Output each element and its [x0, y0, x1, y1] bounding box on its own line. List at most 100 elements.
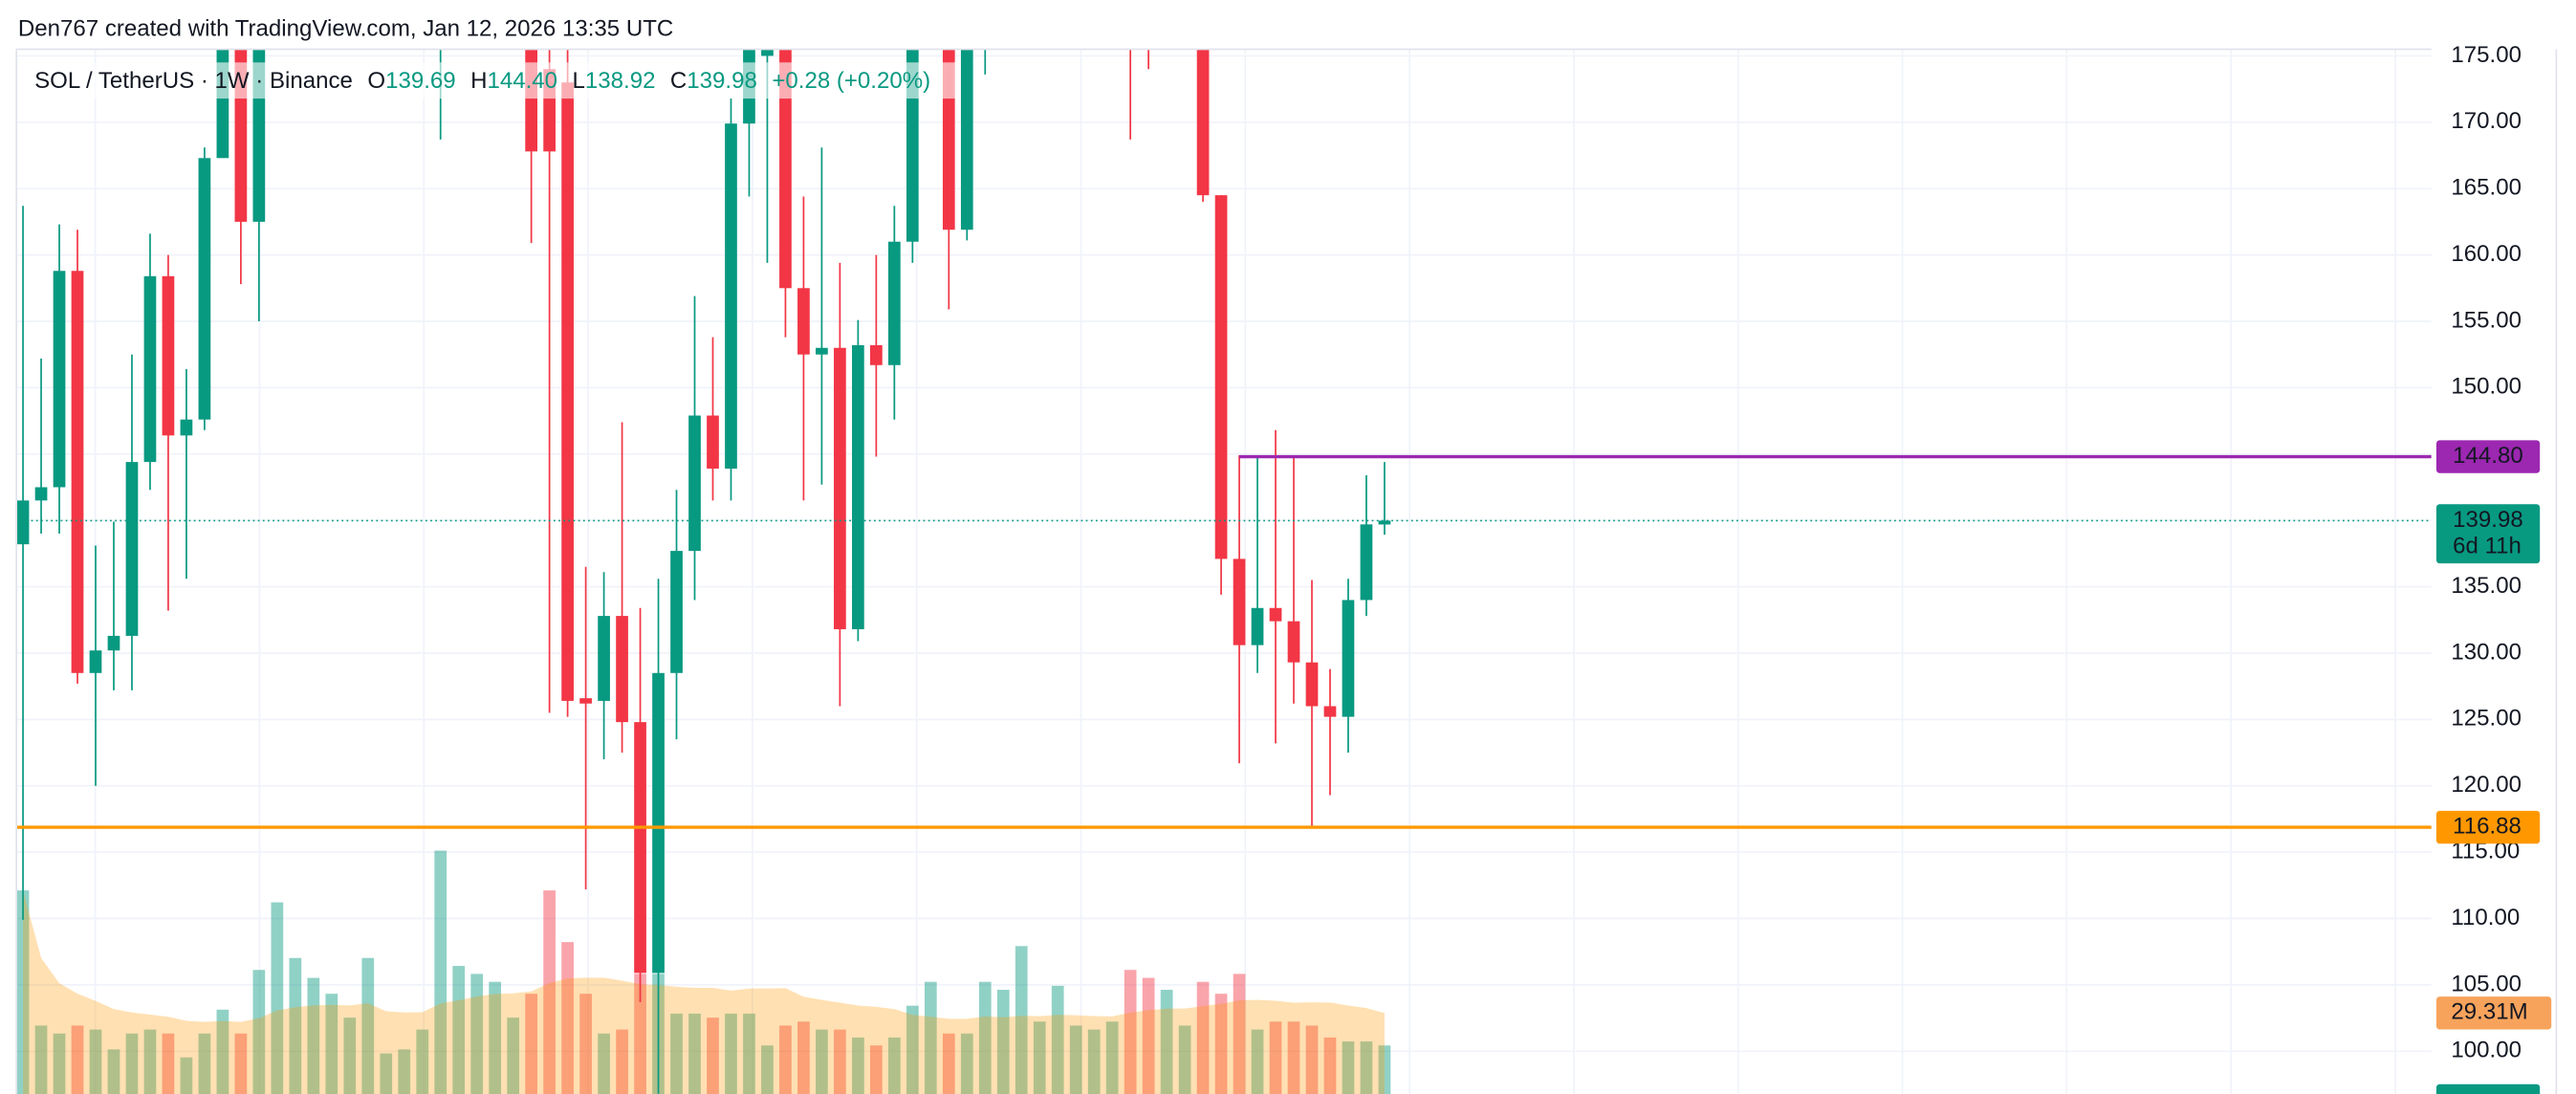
volume-bar — [416, 1029, 429, 1094]
volume-bar — [779, 1025, 792, 1094]
change: +0.28 (+0.20%) — [772, 68, 930, 94]
volume-bar — [1305, 1025, 1319, 1094]
volume-bar — [1342, 1041, 1355, 1094]
volume-bar — [234, 1033, 248, 1094]
volume-bar — [688, 1013, 701, 1094]
candle-body — [1360, 524, 1373, 601]
y-tick-label: 170.00 — [2451, 108, 2521, 134]
volume-bar — [507, 1017, 520, 1094]
candle-body — [1196, 49, 1210, 196]
candle-body — [869, 344, 883, 365]
o-label: O — [367, 68, 385, 94]
h-label: H — [470, 68, 487, 94]
candle-body — [688, 415, 701, 552]
volume-bar — [924, 981, 937, 1094]
volume-bar — [906, 1005, 919, 1094]
candle-body — [634, 722, 646, 974]
volume-ma-area — [23, 890, 1385, 1094]
level-label: 116.88 — [2453, 813, 2521, 839]
volume-bar — [1214, 994, 1228, 1094]
volume-bar — [143, 1029, 157, 1094]
candle-body — [107, 635, 120, 651]
volume-bar — [743, 1013, 755, 1094]
candle-body — [1378, 520, 1391, 525]
candle-body — [1305, 662, 1319, 707]
volume-bar — [1196, 981, 1210, 1094]
candle-body — [852, 344, 864, 629]
candle-body — [960, 49, 973, 230]
volume-bar — [834, 1029, 846, 1094]
candle-body — [561, 82, 574, 701]
candle-body — [71, 271, 84, 673]
y-tick-label: 130.00 — [2451, 639, 2521, 665]
volume-bar — [107, 1049, 120, 1094]
symbol: SOL / TetherUS · 1W · Binance — [34, 68, 353, 94]
volume-bar — [1087, 1029, 1101, 1094]
volume-bar — [380, 1053, 393, 1094]
volume-bar — [670, 1013, 683, 1094]
level-label: 144.80 — [2453, 443, 2523, 469]
y-tick-label: 135.00 — [2451, 573, 2521, 599]
volume-bar — [616, 1029, 628, 1094]
h-value: 144.40 — [487, 68, 557, 94]
volume-bar — [978, 981, 992, 1094]
volume-bar — [71, 1025, 84, 1094]
volume-bar — [852, 1037, 864, 1094]
l-value: 138.92 — [585, 68, 656, 94]
volume-bar — [89, 1029, 102, 1094]
level-badge — [2435, 810, 2541, 844]
volume-bar — [325, 994, 338, 1094]
volume-bar — [180, 1057, 193, 1094]
y-tick-label: 100.00 — [2451, 1038, 2521, 1063]
y-tick-label: 175.00 — [2451, 42, 2521, 68]
volume-bar — [271, 902, 284, 1094]
candle-body — [162, 275, 175, 436]
countdown-label: 6d 11h — [2453, 533, 2521, 558]
candle-body — [579, 698, 592, 704]
plot-area — [16, 49, 2432, 1094]
candle-body — [779, 49, 792, 289]
volume-bar — [53, 1033, 66, 1094]
volume-bar — [543, 890, 556, 1094]
volume-bar — [1178, 1025, 1191, 1094]
volume-bar — [34, 1025, 48, 1094]
volume-bar — [816, 1029, 828, 1094]
candle-body — [834, 347, 846, 629]
candle-body — [1233, 558, 1246, 645]
price-axis: 100.00105.00110.00115.00120.00125.00130.… — [2435, 42, 2552, 1094]
c-value: 139.98 — [687, 68, 757, 94]
level-badge — [2435, 440, 2541, 473]
volume-bar — [16, 890, 30, 1094]
volume-bar — [1378, 1045, 1391, 1094]
candle-body — [143, 275, 157, 463]
candle-body — [180, 419, 193, 436]
volume-bar — [1233, 974, 1246, 1094]
y-tick-label: 150.00 — [2451, 374, 2521, 400]
volume-label: 29.31M — [2451, 999, 2527, 1025]
candle-body — [761, 49, 774, 56]
volume-bar — [598, 1033, 610, 1094]
o-value: 139.69 — [385, 68, 456, 94]
volume-badge — [2435, 996, 2552, 1030]
volume-bar — [162, 1033, 175, 1094]
volume-bar — [198, 1033, 211, 1094]
candle-body — [198, 158, 211, 420]
volume-bar — [869, 1045, 883, 1094]
volume-bar — [307, 977, 320, 1094]
y-tick-label: 160.00 — [2451, 241, 2521, 267]
candle-body — [1251, 607, 1264, 645]
l-label: L — [573, 68, 585, 94]
corner-badge — [2435, 1083, 2541, 1094]
volume-bar — [797, 1021, 810, 1094]
y-tick-label: 165.00 — [2451, 175, 2521, 201]
volume-bar — [579, 994, 592, 1094]
volume-bar — [942, 1033, 955, 1094]
volume-bar — [1069, 1025, 1082, 1094]
volume-bar — [398, 1049, 411, 1094]
candle-body — [1287, 621, 1300, 663]
last-price-badge — [2435, 504, 2541, 564]
volume-bar — [960, 1033, 973, 1094]
candle-body — [616, 616, 628, 723]
